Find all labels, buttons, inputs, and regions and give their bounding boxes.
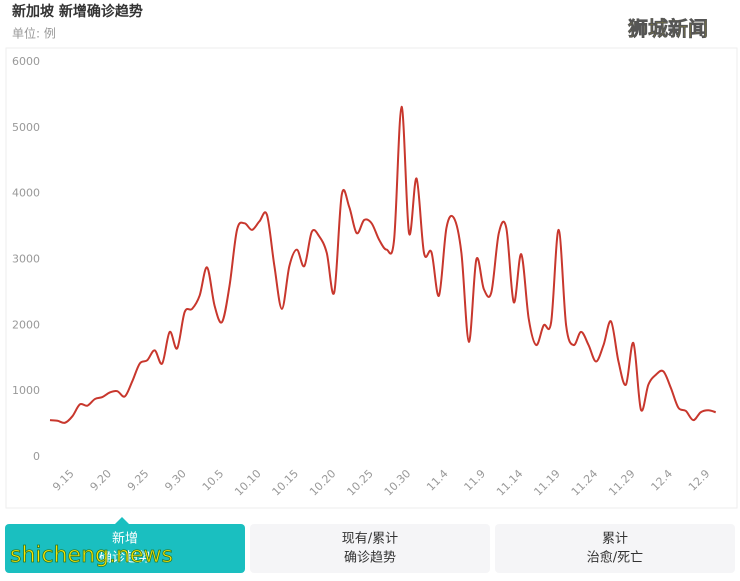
- tab-pointer: [115, 517, 129, 524]
- x-tick-label: 9.20: [88, 467, 115, 494]
- tab[interactable]: [495, 524, 735, 573]
- x-tick-label: 10.20: [307, 467, 338, 498]
- y-tick-label: 5000: [12, 121, 40, 134]
- tab-label: 现有/累计: [342, 532, 398, 547]
- chart-title: 新加坡 新增确诊趋势: [12, 3, 143, 20]
- x-tick-label: 12.9: [686, 467, 713, 494]
- tab[interactable]: [250, 524, 490, 573]
- y-tick-label: 4000: [12, 187, 40, 200]
- y-tick-label: 1000: [12, 384, 40, 397]
- watermark: 狮城新闻: [628, 17, 708, 41]
- y-tick-label: 0: [33, 450, 40, 463]
- x-tick-label: 10.30: [382, 467, 413, 498]
- x-tick-label: 9.25: [125, 467, 152, 494]
- x-tick-label: 11.4: [424, 467, 451, 494]
- tab-label: 新增: [112, 531, 138, 547]
- x-tick-label: 11.29: [606, 467, 637, 498]
- x-tick-label: 9.15: [50, 467, 77, 494]
- x-tick-label: 11.14: [494, 467, 525, 498]
- watermark: shicheng.news: [10, 543, 173, 568]
- x-tick-label: 9.30: [162, 467, 189, 494]
- x-tick-label: 10.15: [270, 467, 301, 498]
- chart-subtitle: 单位: 例: [12, 26, 56, 41]
- x-tick-label: 12.4: [649, 467, 676, 494]
- line: [49, 105, 717, 424]
- tab-label: 确诊趋势: [99, 550, 151, 566]
- x-tick-label: 10.5: [200, 467, 227, 494]
- tab-label: 累计: [602, 532, 628, 547]
- x-tick-label: 11.19: [531, 467, 562, 498]
- y-tick-label: 6000: [12, 55, 40, 68]
- y-tick-label: 2000: [12, 318, 40, 331]
- tab-label: 确诊趋势: [344, 550, 396, 566]
- chart-card: [5, 47, 738, 509]
- x-tick-label: 11.24: [569, 467, 600, 498]
- y-tick-label: 3000: [12, 253, 40, 266]
- x-tick-label: 10.10: [232, 467, 263, 498]
- x-tick-label: 11.9: [462, 467, 489, 494]
- x-tick-label: 10.25: [344, 467, 375, 498]
- tab-label: 治愈/死亡: [587, 551, 643, 566]
- tab[interactable]: [5, 524, 245, 573]
